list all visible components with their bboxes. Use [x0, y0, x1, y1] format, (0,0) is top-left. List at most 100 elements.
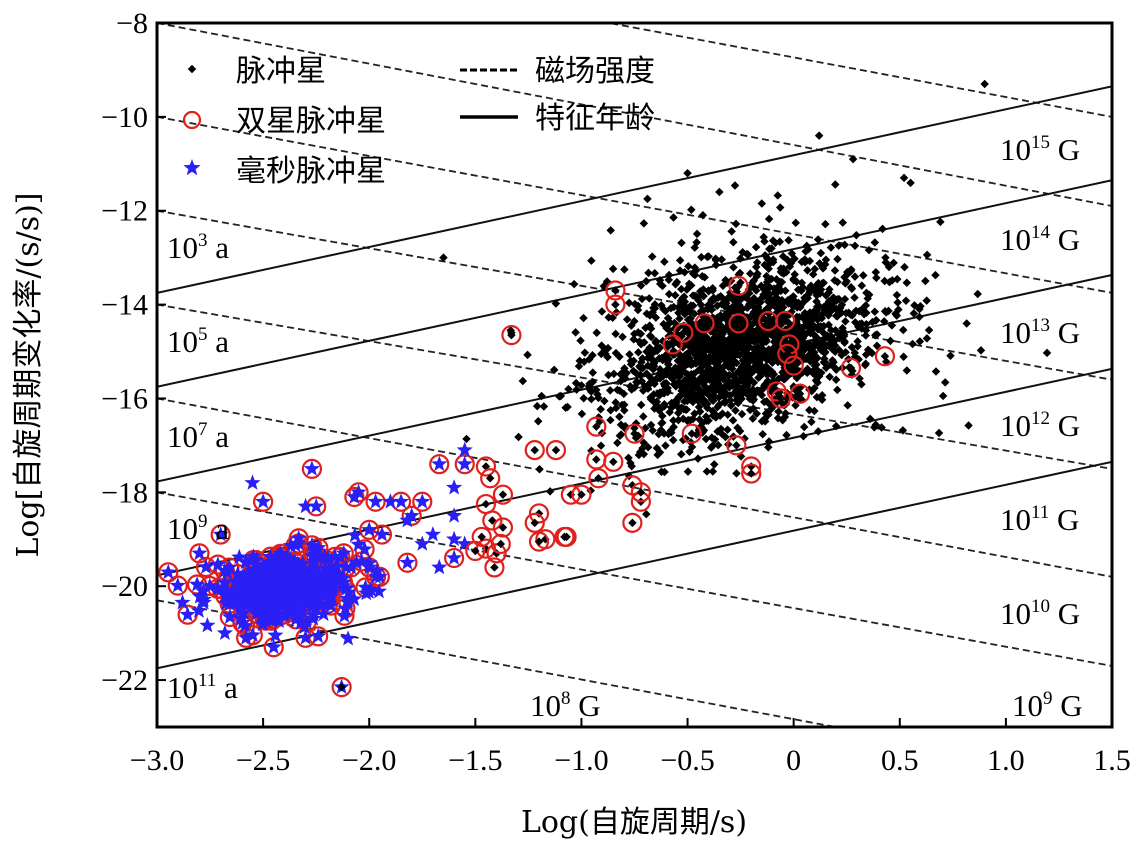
pulsar-point — [850, 272, 860, 281]
age-line-label: 107 a — [167, 419, 229, 454]
pulsar-point — [711, 255, 721, 265]
pulsar-point — [597, 307, 607, 316]
pulsar-point — [872, 330, 882, 339]
msp-point — [297, 629, 314, 645]
pulsar-point — [708, 467, 718, 476]
pulsar-point — [729, 376, 739, 386]
pulsar-point — [626, 458, 635, 468]
pulsar-point — [734, 368, 743, 377]
pulsar-point — [556, 391, 566, 401]
msp-point — [277, 560, 294, 576]
pulsar-point — [628, 518, 637, 528]
pulsar-point — [648, 426, 657, 435]
pulsar-point — [644, 268, 653, 278]
plot-frame — [155, 21, 1114, 729]
pulsar-point — [736, 332, 746, 342]
pulsar-point — [841, 348, 850, 357]
y-tick-label: −10 — [101, 101, 148, 134]
field-line-label: 1010 G — [1000, 596, 1080, 631]
pulsar-point — [767, 370, 776, 380]
pulsar-point — [833, 385, 842, 395]
msp-point — [261, 553, 278, 569]
binary-pulsar-point — [789, 383, 811, 404]
y-tick-label: −20 — [101, 570, 148, 603]
msp-point — [238, 629, 255, 645]
pulsar-point — [899, 352, 908, 362]
pulsar-point — [760, 417, 770, 426]
x-tick-label: −2.5 — [236, 744, 290, 777]
pulsar-point — [721, 388, 730, 398]
pulsar-point — [613, 438, 622, 448]
pulsar-point — [752, 386, 762, 395]
pulsar-point — [931, 270, 940, 280]
msp-point — [319, 595, 336, 611]
pulsar-point — [636, 339, 646, 349]
binary-pulsar-point — [726, 435, 747, 456]
pulsar-point — [518, 376, 528, 386]
pulsar-point — [579, 357, 589, 366]
pulsar-point — [889, 258, 898, 268]
pulsar-point — [630, 429, 639, 438]
magnetic-field-line — [604, 23, 1112, 118]
pulsar-point — [710, 295, 719, 305]
msp-point — [219, 584, 236, 600]
msp-point — [245, 592, 262, 609]
pulsar-point — [816, 339, 826, 349]
pulsar-point — [630, 424, 639, 433]
pulsar-point — [693, 357, 702, 366]
msp-point — [336, 607, 353, 623]
pulsar-point — [534, 537, 544, 546]
pulsar-point — [737, 394, 746, 404]
pulsar-point — [809, 285, 818, 295]
pulsar-point — [477, 532, 486, 542]
pulsar-point — [820, 306, 830, 315]
legend-label: 特征年龄 — [535, 101, 655, 136]
pulsar-point — [683, 467, 693, 476]
msp-point — [305, 597, 322, 613]
pulsar-point — [651, 336, 661, 346]
pulsar-point — [620, 400, 629, 409]
pulsar-point — [745, 269, 755, 278]
pulsar-point — [812, 297, 821, 306]
pulsar-point — [922, 296, 931, 305]
pulsar-point — [654, 429, 663, 439]
pulsar-point — [934, 428, 944, 438]
pulsar-point — [774, 281, 783, 291]
msp-point — [403, 507, 420, 523]
msp-point — [456, 535, 473, 551]
binary-pulsar-point — [167, 575, 188, 596]
msp-point — [306, 553, 323, 569]
pulsar-point — [730, 336, 740, 346]
pulsar-point — [901, 296, 911, 306]
characteristic-age-line — [157, 179, 1112, 388]
pulsar-point — [657, 467, 666, 477]
x-tick-label: 1.0 — [987, 744, 1025, 777]
x-tick-label: 0 — [786, 744, 801, 777]
pulsar-point — [887, 276, 897, 285]
x-tick-label: −1.0 — [554, 744, 608, 777]
pulsar-point — [636, 281, 646, 290]
pulsar-point — [655, 406, 664, 415]
pulsar-point — [880, 351, 890, 361]
pulsar-point — [752, 353, 762, 363]
y-tick-label: −18 — [101, 476, 148, 509]
pulsar-point — [854, 306, 864, 316]
pulsar-point — [770, 351, 779, 360]
pulsar-point — [892, 290, 902, 300]
msp-point — [195, 594, 212, 610]
pulsar-point — [718, 294, 728, 303]
pulsar-point — [795, 312, 804, 322]
pulsar-point — [667, 403, 676, 412]
binary-pulsar-point — [571, 484, 592, 505]
msp-point — [313, 583, 330, 599]
data-points — [158, 79, 1052, 698]
binary-pulsar-point — [486, 543, 507, 564]
pulsar-point — [797, 257, 806, 267]
msp-point — [272, 545, 289, 561]
msp-point — [256, 559, 274, 575]
msp-point — [248, 605, 265, 621]
age-line-label: 109 a — [167, 511, 229, 546]
msp-point — [317, 560, 334, 576]
pulsar-point — [831, 375, 841, 384]
